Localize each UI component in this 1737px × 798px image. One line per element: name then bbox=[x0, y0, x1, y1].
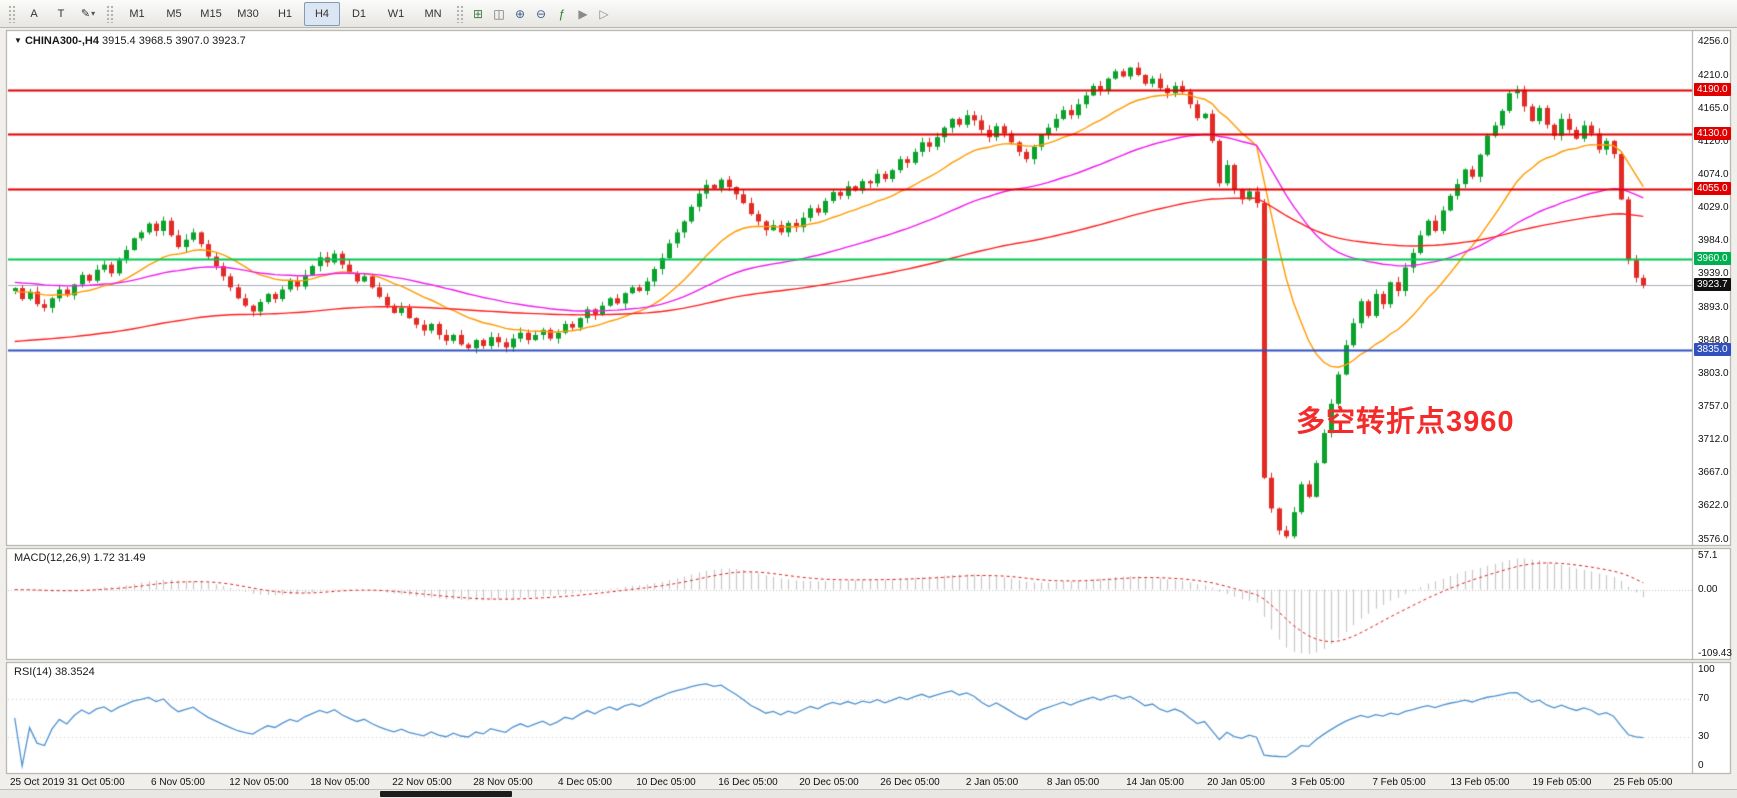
price-level-badge: 3835.0 bbox=[1694, 343, 1731, 356]
current-price-badge: 3923.7 bbox=[1694, 278, 1731, 291]
time-axis-label: 20 Jan 05:00 bbox=[1207, 777, 1265, 788]
macd-axis-tick: 0.00 bbox=[1698, 584, 1718, 595]
macd-axis-tick: -109.43 bbox=[1698, 648, 1732, 659]
zoom-out-icon[interactable]: ⊖ bbox=[535, 6, 547, 21]
time-axis-label: 10 Dec 05:00 bbox=[636, 777, 696, 788]
price-axis-tick: 4074.0 bbox=[1698, 169, 1729, 180]
price-level-badge: 3960.0 bbox=[1694, 252, 1731, 265]
time-axis-label: 31 Oct 05:00 bbox=[67, 777, 125, 788]
price-level-badge: 4190.0 bbox=[1694, 83, 1731, 96]
scrollbar-thumb[interactable] bbox=[380, 791, 512, 797]
price-axis-tick: 4210.0 bbox=[1698, 70, 1729, 81]
toolbar-gripper[interactable] bbox=[8, 4, 16, 23]
time-axis-label: 14 Jan 05:00 bbox=[1126, 777, 1184, 788]
text-tool-button[interactable]: A bbox=[21, 3, 47, 25]
price-axis-tick: 4165.0 bbox=[1698, 103, 1729, 114]
timeframe-group: M1 M5 M15 M30 H1 H4 D1 W1 MN bbox=[119, 1, 451, 26]
time-axis-label: 8 Jan 05:00 bbox=[1046, 777, 1100, 788]
timeframe-m15-button[interactable]: M15 bbox=[200, 7, 222, 20]
time-axis-label: 7 Feb 05:00 bbox=[1372, 777, 1426, 788]
chevron-down-icon: ▾ bbox=[91, 9, 96, 18]
price-axis-tick: 4029.0 bbox=[1698, 202, 1729, 213]
price-axis-tick: 3939.0 bbox=[1698, 268, 1729, 279]
chart-annotation-text[interactable]: 多空转折点3960 bbox=[1296, 406, 1515, 438]
time-axis-label: 12 Nov 05:00 bbox=[229, 777, 289, 788]
time-axis-label: 4 Dec 05:00 bbox=[558, 777, 612, 788]
timeframe-w1-button[interactable]: W1 bbox=[387, 7, 405, 20]
price-axis-tick: 3622.0 bbox=[1698, 500, 1729, 511]
price-axis-tick: 3803.0 bbox=[1698, 368, 1729, 379]
time-axis-label: 26 Dec 05:00 bbox=[880, 777, 940, 788]
chart-dropdown-icon: ▼ bbox=[14, 36, 22, 45]
price-axis-tick: 3712.0 bbox=[1698, 434, 1729, 445]
pencil-icon: ✎ bbox=[80, 8, 91, 20]
time-axis-label: 3 Feb 05:00 bbox=[1291, 777, 1345, 788]
indicators-icon[interactable]: ƒ bbox=[558, 6, 566, 21]
macd-indicator-label: MACD(12,26,9) 1.72 31.49 bbox=[14, 552, 146, 564]
chart-symbol-period: CHINA300-,H4 bbox=[24, 35, 99, 47]
new-chart-icon[interactable]: ⊞ bbox=[472, 6, 484, 21]
timeframe-m5-button[interactable]: M5 bbox=[166, 7, 182, 20]
price-level-badge: 4130.0 bbox=[1694, 127, 1731, 140]
rsi-indicator-label: RSI(14) 38.3524 bbox=[14, 666, 95, 678]
price-axis-tick: 3667.0 bbox=[1698, 467, 1729, 478]
time-axis-label: 20 Dec 05:00 bbox=[799, 777, 859, 788]
price-axis-tick: 3984.0 bbox=[1698, 235, 1729, 246]
label-tool-button[interactable]: T bbox=[48, 3, 74, 25]
price-axis-tick: 3893.0 bbox=[1698, 302, 1729, 313]
timeframe-m30-button[interactable]: M30 bbox=[237, 7, 259, 20]
time-axis-label: 6 Nov 05:00 bbox=[151, 777, 205, 788]
rsi-axis-tick: 70 bbox=[1698, 693, 1710, 704]
time-axis-label: 28 Nov 05:00 bbox=[473, 777, 533, 788]
price-axis-tick: 4256.0 bbox=[1698, 36, 1729, 47]
time-axis-label: 16 Dec 05:00 bbox=[718, 777, 778, 788]
time-axis-label: 18 Nov 05:00 bbox=[310, 777, 370, 788]
time-axis-label: 22 Nov 05:00 bbox=[392, 777, 452, 788]
chart-ohlc-values: 3915.4 3968.5 3907.0 3923.7 bbox=[102, 35, 246, 47]
time-axis-label: 25 Oct 2019 bbox=[10, 777, 65, 788]
price-axis-tick: 3757.0 bbox=[1698, 401, 1729, 412]
auto-scroll-icon[interactable]: ▶ bbox=[578, 6, 588, 21]
horizontal-scrollbar[interactable] bbox=[0, 789, 1737, 798]
timeframe-h1-button[interactable]: H1 bbox=[277, 7, 293, 20]
time-axis-label: 19 Feb 05:00 bbox=[1532, 777, 1592, 788]
chart-title: ▼ CHINA300-,H4 3915.4 3968.5 3907.0 3923… bbox=[14, 35, 246, 47]
rsi-axis-tick: 0 bbox=[1698, 760, 1704, 771]
toolbar-icon-group: ⊞ ◫ ⊕ ⊖ ƒ ▶ ▷ bbox=[469, 4, 613, 24]
price-level-badge: 4055.0 bbox=[1694, 182, 1731, 195]
toolbar-gripper[interactable] bbox=[106, 4, 114, 23]
time-axis-label: 2 Jan 05:00 bbox=[965, 777, 1019, 788]
price-axis-tick: 4120.0 bbox=[1698, 136, 1729, 147]
chart-shift-icon[interactable]: ▷ bbox=[599, 6, 609, 21]
timeframe-d1-button[interactable]: D1 bbox=[351, 7, 367, 20]
timeframe-mn-button[interactable]: MN bbox=[424, 7, 442, 20]
rsi-axis-tick: 100 bbox=[1698, 664, 1715, 675]
zoom-in-icon[interactable]: ⊕ bbox=[514, 6, 526, 21]
time-axis-label: 25 Feb 05:00 bbox=[1613, 777, 1673, 788]
price-axis-tick: 3848.0 bbox=[1698, 335, 1729, 346]
time-axis-label: 13 Feb 05:00 bbox=[1450, 777, 1510, 788]
timeframe-h4-button[interactable]: H4 bbox=[304, 1, 340, 26]
price-axis-tick: 3576.0 bbox=[1698, 534, 1729, 545]
timeframe-m1-button[interactable]: M1 bbox=[129, 7, 145, 20]
toolbar-gripper[interactable] bbox=[456, 4, 464, 23]
rsi-axis-tick: 30 bbox=[1698, 731, 1710, 742]
macd-axis-tick: 57.1 bbox=[1698, 550, 1718, 561]
chart-candles-icon[interactable]: ◫ bbox=[493, 6, 505, 21]
draw-tool-button[interactable]: ✎ ▾ bbox=[75, 3, 101, 25]
main-toolbar: A T ✎ ▾ M1 M5 M15 M30 H1 H4 D1 W1 MN ⊞ ◫ ⊕ ⊖ ƒ ▶ ▷ bbox=[0, 0, 1737, 28]
